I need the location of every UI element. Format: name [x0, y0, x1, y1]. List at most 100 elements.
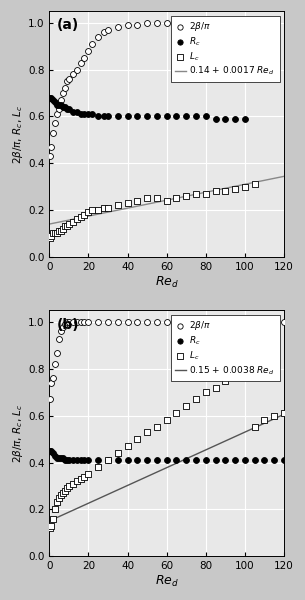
$L_c$	[184, 401, 188, 411]
$L_c$	[233, 369, 238, 379]
$2\beta/\pi$	[194, 317, 199, 327]
$L_c$	[78, 212, 83, 222]
$2\beta/\pi$	[96, 32, 101, 41]
$L_c$	[60, 224, 65, 233]
$2\beta/\pi$	[96, 317, 101, 327]
$R_c$	[125, 112, 130, 121]
$L_c$	[242, 362, 247, 371]
$2\beta/\pi$	[115, 23, 120, 32]
$R_c$	[70, 107, 75, 116]
$2\beta/\pi$	[57, 334, 62, 343]
$R_c$	[64, 104, 69, 114]
$R_c$	[82, 109, 87, 119]
$L_c$	[64, 484, 69, 493]
0.15 + 0.0038 $Re_d$	[245, 428, 249, 435]
$R_c$	[223, 114, 228, 124]
$R_c$	[106, 112, 110, 121]
$R_c$	[213, 114, 218, 124]
$R_c$	[51, 95, 56, 105]
$L_c$	[164, 196, 169, 205]
$R_c$	[66, 104, 71, 114]
$L_c$	[63, 221, 67, 231]
$2\beta/\pi$	[252, 18, 257, 28]
$2\beta/\pi$	[51, 128, 56, 137]
$L_c$	[86, 208, 91, 217]
$2\beta/\pi$	[55, 109, 59, 119]
$L_c$	[70, 217, 75, 227]
$R_c$	[48, 446, 53, 455]
$2\beta/\pi$	[53, 359, 58, 369]
$L_c$	[59, 226, 63, 236]
$L_c$	[174, 409, 179, 418]
$L_c$	[135, 434, 140, 444]
Text: (b): (b)	[56, 318, 79, 332]
0.15 + 0.0038 $Re_d$	[260, 421, 264, 428]
$2\beta/\pi$	[145, 317, 149, 327]
Line: 0.15 + 0.0038 $Re_d$: 0.15 + 0.0038 $Re_d$	[49, 415, 284, 521]
Line: 0.14 + 0.0017 $Re_d$: 0.14 + 0.0017 $Re_d$	[49, 176, 284, 224]
$2\beta/\pi$	[60, 322, 65, 332]
$L_c$	[74, 476, 79, 486]
$R_c$	[154, 455, 159, 465]
$L_c$	[57, 226, 62, 236]
$R_c$	[125, 455, 130, 465]
$L_c$	[90, 205, 95, 215]
X-axis label: $Re_d$: $Re_d$	[155, 274, 179, 290]
$2\beta/\pi$	[203, 18, 208, 28]
$2\beta/\pi$	[154, 317, 159, 327]
$R_c$	[90, 109, 95, 119]
$R_c$	[174, 112, 179, 121]
$2\beta/\pi$	[223, 317, 228, 327]
$2\beta/\pi$	[57, 104, 62, 114]
$R_c$	[145, 455, 149, 465]
$L_c$	[48, 523, 53, 533]
$R_c$	[102, 112, 106, 121]
$R_c$	[106, 455, 110, 465]
$2\beta/\pi$	[115, 317, 120, 327]
$2\beta/\pi$	[154, 18, 159, 28]
$R_c$	[145, 112, 149, 121]
$R_c$	[55, 100, 59, 110]
0.15 + 0.0038 $Re_d$	[191, 452, 195, 460]
$R_c$	[154, 112, 159, 121]
$R_c$	[86, 109, 91, 119]
$2\beta/\pi$	[63, 320, 67, 329]
$L_c$	[96, 463, 101, 472]
$R_c$	[82, 455, 87, 465]
$2\beta/\pi$	[184, 18, 188, 28]
$R_c$	[233, 114, 238, 124]
0.14 + 0.0017 $Re_d$	[282, 173, 286, 180]
$2\beta/\pi$	[82, 317, 87, 327]
$L_c$	[145, 427, 149, 437]
$L_c$	[60, 488, 65, 498]
$R_c$	[213, 455, 218, 465]
$L_c$	[184, 191, 188, 201]
$R_c$	[49, 93, 54, 103]
$R_c$	[233, 455, 238, 465]
$L_c$	[154, 422, 159, 432]
Y-axis label: $2\beta/\pi$, $R_c$, $L_c$: $2\beta/\pi$, $R_c$, $L_c$	[11, 104, 25, 164]
$R_c$	[115, 455, 120, 465]
$R_c$	[242, 455, 247, 465]
$R_c$	[282, 455, 286, 465]
$R_c$	[48, 93, 53, 103]
$R_c$	[74, 107, 79, 116]
$L_c$	[55, 497, 59, 507]
$2\beta/\pi$	[70, 70, 75, 79]
$L_c$	[82, 210, 87, 220]
0.15 + 0.0038 $Re_d$	[47, 517, 51, 524]
$L_c$	[63, 486, 67, 496]
$2\beta/\pi$	[49, 378, 54, 388]
Text: (a): (a)	[56, 19, 79, 32]
$R_c$	[164, 112, 169, 121]
$L_c$	[57, 493, 62, 502]
$R_c$	[49, 446, 54, 455]
$2\beta/\pi$	[213, 18, 218, 28]
Y-axis label: $2\beta/\pi$, $R_c$, $L_c$: $2\beta/\pi$, $R_c$, $L_c$	[11, 404, 25, 463]
0.14 + 0.0017 $Re_d$	[260, 177, 264, 184]
$L_c$	[252, 179, 257, 189]
0.15 + 0.0038 $Re_d$	[48, 517, 52, 524]
$L_c$	[194, 395, 199, 404]
$L_c$	[145, 194, 149, 203]
$2\beta/\pi$	[242, 317, 247, 327]
